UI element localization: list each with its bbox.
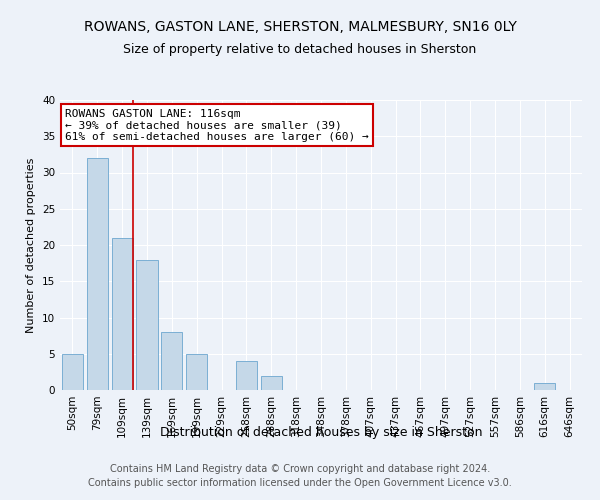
Text: ROWANS, GASTON LANE, SHERSTON, MALMESBURY, SN16 0LY: ROWANS, GASTON LANE, SHERSTON, MALMESBUR…	[83, 20, 517, 34]
Bar	[62, 354, 83, 390]
Bar	[161, 332, 182, 390]
Bar	[534, 383, 555, 390]
Bar	[186, 354, 207, 390]
Bar	[87, 158, 108, 390]
Bar	[112, 238, 133, 390]
Text: ROWANS GASTON LANE: 116sqm
← 39% of detached houses are smaller (39)
61% of semi: ROWANS GASTON LANE: 116sqm ← 39% of deta…	[65, 108, 369, 142]
Text: Size of property relative to detached houses in Sherston: Size of property relative to detached ho…	[124, 42, 476, 56]
Bar	[136, 260, 158, 390]
Bar	[236, 361, 257, 390]
Y-axis label: Number of detached properties: Number of detached properties	[26, 158, 37, 332]
Bar	[261, 376, 282, 390]
Text: Contains HM Land Registry data © Crown copyright and database right 2024.
Contai: Contains HM Land Registry data © Crown c…	[88, 464, 512, 487]
Text: Distribution of detached houses by size in Sherston: Distribution of detached houses by size …	[160, 426, 482, 439]
